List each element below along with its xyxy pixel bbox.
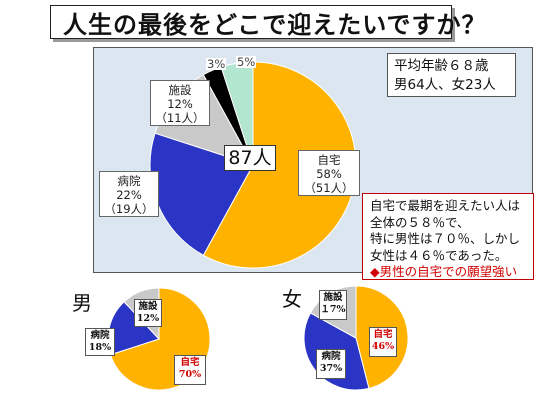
- total-count-label: 87人: [224, 145, 276, 171]
- note-line-4: 女性は４６％であった。: [370, 247, 508, 263]
- male-callout-facility: 施設 12%: [134, 299, 162, 327]
- male-facility-label: 施設: [138, 301, 158, 312]
- female-facility-label: 施設: [323, 292, 343, 303]
- female-hospital-pct: 37%: [319, 363, 343, 374]
- callout-hospital-count: （19人）: [104, 202, 154, 216]
- female-facility-pct: １7%: [320, 304, 346, 315]
- pct-label-other: 3%: [206, 57, 227, 71]
- note-line-3: 特に男性は７０％、しかし: [370, 231, 521, 246]
- female-home-pct: 46%: [371, 341, 395, 352]
- callout-home-count: （51人）: [304, 181, 354, 195]
- callout-hospital-pct: 22%: [116, 188, 142, 202]
- male-home-label: 自宅: [180, 357, 200, 368]
- male-facility-pct: 12%: [136, 313, 160, 324]
- stats-box: 平均年齢６８歳 男64人、女23人: [387, 53, 516, 97]
- male-hospital-label: 病院: [90, 330, 110, 341]
- callout-facility: 施設 12% （11人）: [150, 80, 210, 126]
- note-line-1: 自宅で最期を迎えたい人は: [370, 198, 521, 213]
- note-line-2: 全体の５８％で、: [370, 214, 470, 230]
- female-callout-facility: 施設 １7%: [319, 290, 347, 320]
- male-home-pct: 70%: [178, 369, 202, 380]
- male-callout-home: 自宅 70%: [174, 355, 206, 385]
- callout-facility-label: 施設: [168, 83, 192, 97]
- callout-facility-count: （11人）: [155, 111, 205, 125]
- male-label: 男: [72, 291, 92, 315]
- callout-home-pct: 58%: [316, 167, 342, 181]
- page-title: 人生の最後をどこで迎えたいですか？: [50, 5, 486, 39]
- stats-average-age: 平均年齢６８歳: [394, 58, 489, 74]
- female-callout-home: 自宅 46%: [369, 327, 397, 357]
- female-home-label: 自宅: [373, 329, 393, 340]
- male-callout-hospital: 病院 18%: [85, 328, 115, 356]
- female-hospital-label: 病院: [321, 351, 341, 362]
- female-label: 女: [282, 287, 302, 311]
- summary-note: 自宅で最期を迎えたい人は 全体の５８％で、 特に男性は７０％、しかし 女性は４６…: [362, 193, 534, 280]
- callout-facility-pct: 12%: [167, 97, 193, 111]
- note-line-5: ◆男性の自宅での願望強い: [370, 264, 518, 279]
- male-hospital-pct: 18%: [88, 342, 112, 353]
- callout-home-label: 自宅: [317, 153, 341, 167]
- callout-home: 自宅 58% （51人）: [298, 150, 360, 196]
- callout-hospital: 病院 22% （19人）: [99, 171, 159, 217]
- female-callout-hospital: 病院 37%: [316, 349, 346, 379]
- stats-gender-count: 男64人、女23人: [394, 77, 496, 93]
- callout-hospital-label: 病院: [117, 174, 141, 188]
- pct-label-unknown: 5%: [236, 55, 257, 69]
